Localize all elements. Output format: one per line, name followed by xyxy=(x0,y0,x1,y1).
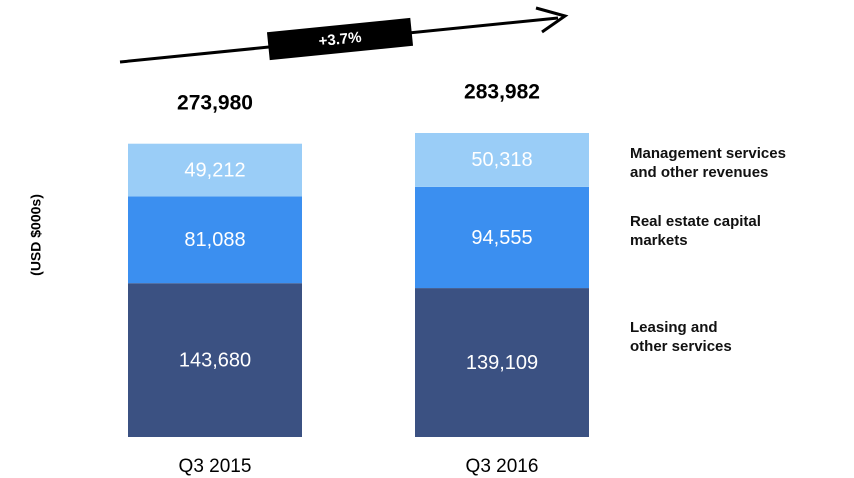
growth-arrow-head xyxy=(535,6,569,34)
value-label: 50,318 xyxy=(471,149,532,171)
x-tick-label: Q3 2015 xyxy=(179,456,252,477)
value-label: 49,212 xyxy=(184,159,245,181)
y-axis-label: (USD $000s) xyxy=(28,194,44,276)
bar-segment xyxy=(415,133,589,187)
growth-box-bg xyxy=(266,17,414,61)
legend-entry: Management services and other revenues xyxy=(630,145,786,181)
x-tick-label: Q3 2016 xyxy=(466,456,539,477)
bar-segment xyxy=(128,283,302,437)
value-label: 81,088 xyxy=(184,229,245,251)
total-label: 273,980 xyxy=(177,91,253,114)
value-label: 143,680 xyxy=(179,349,251,371)
legend-entry: Real estate capital markets xyxy=(630,213,761,249)
bar-segment xyxy=(128,143,302,197)
bar-segment xyxy=(415,186,589,289)
value-label: 139,109 xyxy=(466,352,538,374)
bar-segment xyxy=(415,288,589,437)
growth-box: +3.7% xyxy=(266,17,414,61)
bar-segment xyxy=(128,196,302,284)
growth-label: +3.7% xyxy=(318,29,362,50)
legend-entry: Leasing and other services xyxy=(630,319,732,355)
value-label: 94,555 xyxy=(471,227,532,249)
total-label: 283,982 xyxy=(464,81,540,104)
